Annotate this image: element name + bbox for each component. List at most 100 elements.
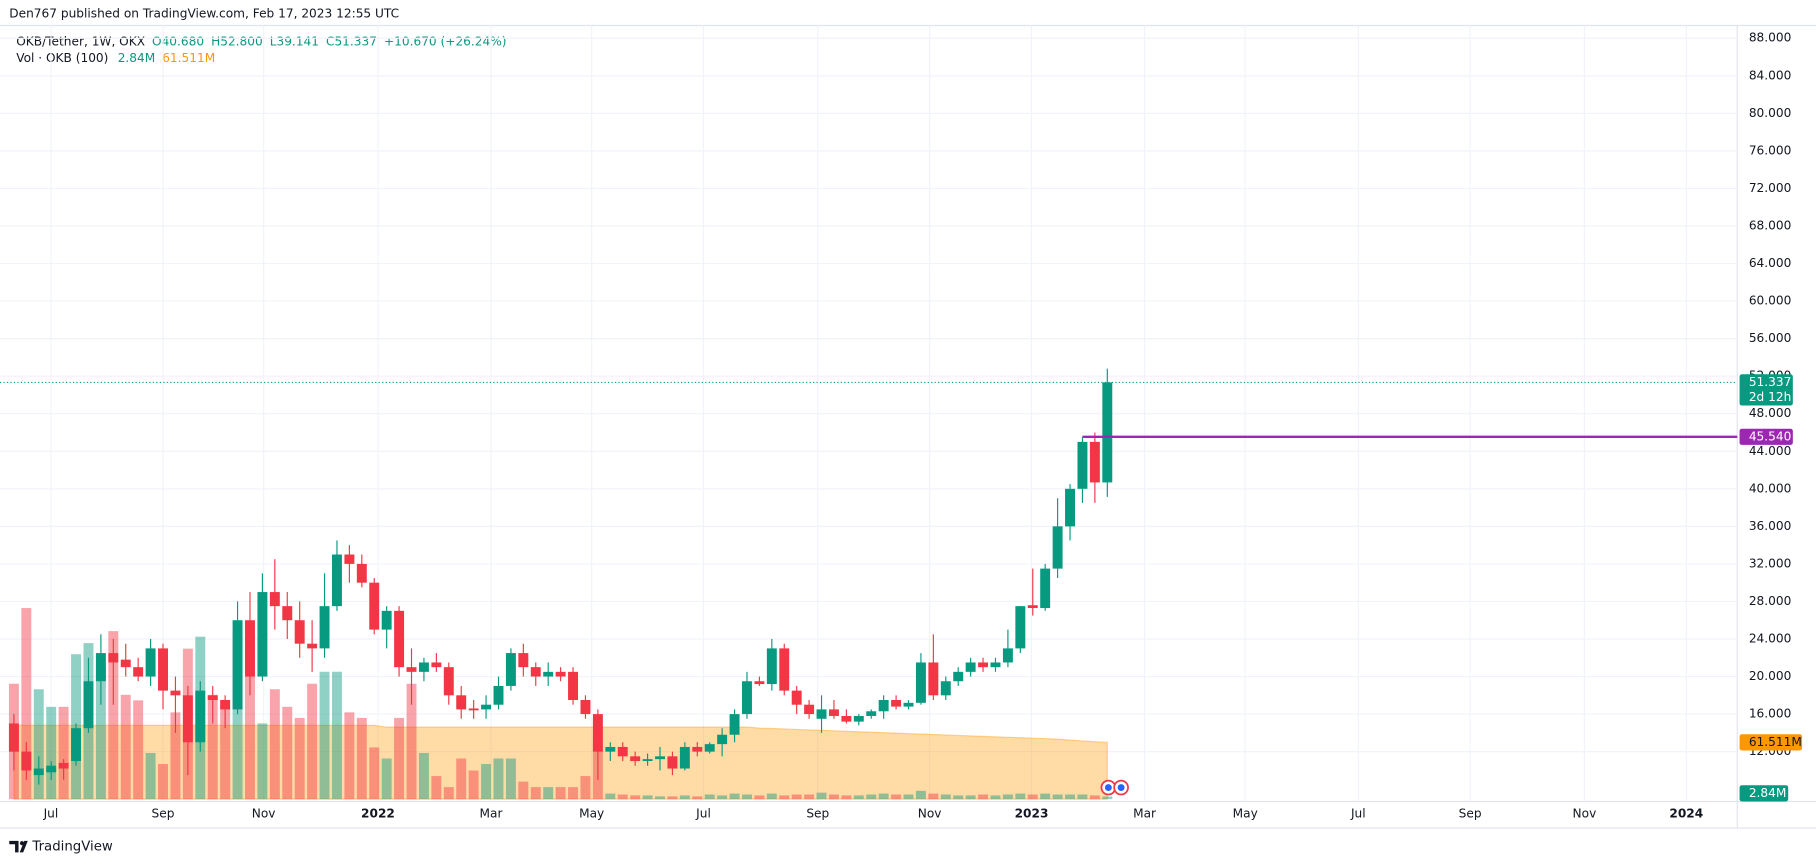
candle-body bbox=[717, 734, 728, 745]
candle-body bbox=[1015, 606, 1026, 649]
volume-bar bbox=[406, 683, 417, 800]
volume-bar bbox=[878, 793, 889, 800]
volume-bar bbox=[170, 712, 181, 800]
x-tick-label: May bbox=[1233, 807, 1258, 821]
candle-body bbox=[282, 606, 293, 621]
volume-bar bbox=[369, 747, 380, 800]
y-tick-label: 88.000 bbox=[1749, 31, 1792, 45]
volume-bar bbox=[853, 795, 864, 800]
ohlc-close: C51.337 bbox=[326, 34, 377, 48]
candle-body bbox=[1052, 526, 1063, 569]
ohlc-high: H52.800 bbox=[211, 34, 263, 48]
candle-body bbox=[766, 648, 777, 685]
candle-body bbox=[915, 662, 926, 703]
volume-bar bbox=[667, 796, 678, 800]
volume-box bbox=[1739, 785, 1789, 802]
x-tick-label: Mar bbox=[1133, 807, 1156, 821]
volume-bar bbox=[965, 795, 976, 800]
last-price-label: 51.337 bbox=[1749, 375, 1792, 389]
volume-bar bbox=[468, 770, 479, 800]
y-tick-label: 44.000 bbox=[1749, 444, 1792, 458]
volume-bar bbox=[990, 795, 1001, 800]
volume-bar bbox=[742, 794, 752, 800]
candle-body bbox=[21, 751, 32, 771]
x-tick-label: Jul bbox=[43, 807, 59, 821]
candle-body bbox=[1077, 441, 1088, 489]
candle-body bbox=[133, 667, 144, 677]
volume-bar bbox=[530, 787, 541, 800]
footer-logo bbox=[9, 840, 28, 853]
candle-body bbox=[331, 554, 342, 607]
candle-body bbox=[679, 746, 690, 769]
volume-title: Vol · OKB (100) bbox=[16, 50, 108, 64]
candle-body bbox=[195, 690, 206, 743]
volume-bar bbox=[294, 717, 305, 800]
volume-bar bbox=[381, 758, 392, 800]
candle-body bbox=[903, 702, 914, 707]
volume-bar bbox=[568, 787, 579, 800]
candle-body bbox=[928, 662, 939, 696]
candle-body bbox=[655, 756, 665, 760]
volume-bar bbox=[617, 794, 628, 800]
y-tick-label: 60.000 bbox=[1749, 294, 1792, 308]
candle-body bbox=[257, 592, 268, 677]
volume-bar bbox=[1027, 794, 1038, 800]
y-tick-label: 32.000 bbox=[1749, 556, 1792, 570]
candle-body bbox=[319, 606, 330, 649]
volume-ma-value: 61.511M bbox=[162, 50, 215, 64]
volume-bar bbox=[717, 795, 728, 800]
candle-body bbox=[145, 648, 156, 677]
x-tick-label: Mar bbox=[480, 807, 503, 821]
x-tick-label: May bbox=[579, 807, 604, 821]
candle-body bbox=[71, 728, 82, 762]
candle-body bbox=[394, 610, 405, 668]
volume-bar bbox=[95, 666, 106, 800]
symbol: OKB/Tether, 1W, OKX bbox=[16, 34, 145, 48]
volume-bar bbox=[133, 700, 144, 800]
y-tick-label: 72.000 bbox=[1749, 181, 1792, 195]
candle-body bbox=[344, 554, 355, 564]
candle-body bbox=[1002, 648, 1013, 663]
volume-bar bbox=[21, 608, 32, 800]
candle-body bbox=[307, 643, 318, 649]
volume-bar bbox=[331, 671, 342, 800]
candle-body bbox=[804, 704, 815, 715]
volume-bar bbox=[1089, 795, 1100, 800]
candle-body bbox=[853, 715, 864, 722]
candle-body bbox=[33, 768, 44, 776]
level-box bbox=[1739, 428, 1793, 445]
candle-body bbox=[269, 592, 280, 607]
volume-bar bbox=[108, 631, 119, 800]
x-tick-label: Sep bbox=[1459, 807, 1482, 821]
candle-body bbox=[431, 662, 442, 668]
volume-bar bbox=[493, 758, 504, 800]
volume-bar bbox=[543, 787, 554, 800]
volume-bar bbox=[679, 795, 690, 800]
volume-bar bbox=[145, 752, 156, 800]
x-tick-label: Nov bbox=[252, 807, 276, 821]
volume-bar bbox=[953, 795, 964, 800]
candle-body bbox=[1040, 568, 1051, 609]
candle-body bbox=[729, 714, 740, 735]
candle-body bbox=[1065, 488, 1075, 527]
candle-body bbox=[182, 695, 193, 743]
logo-dot bbox=[19, 841, 25, 846]
x-tick-label: Sep bbox=[806, 807, 829, 821]
volume-bar bbox=[1002, 794, 1013, 800]
candle-body bbox=[232, 620, 243, 710]
candle-body bbox=[605, 746, 616, 752]
volume-bar bbox=[319, 671, 330, 800]
volume-bar bbox=[866, 794, 877, 800]
volume-bar bbox=[791, 794, 802, 800]
candle-body bbox=[1089, 441, 1100, 483]
y-tick-label: 56.000 bbox=[1749, 331, 1792, 345]
volume-bar bbox=[828, 794, 839, 800]
volume-bar bbox=[158, 764, 168, 800]
x-tick-label: 2023 bbox=[1015, 807, 1049, 821]
volume-bar bbox=[220, 706, 231, 800]
last-price-box bbox=[1739, 374, 1793, 406]
volume-bar bbox=[940, 794, 951, 800]
candle-body bbox=[630, 756, 641, 762]
candle-body bbox=[207, 695, 218, 701]
